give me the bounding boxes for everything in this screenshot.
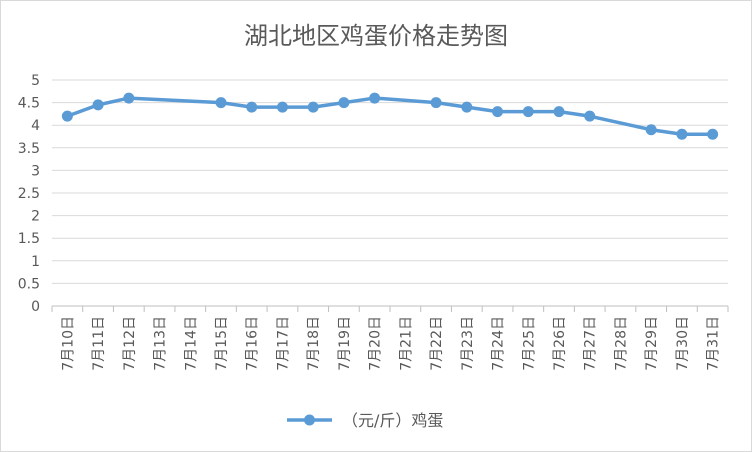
data-point-7: [246, 101, 258, 113]
x-tick-label: 7月13日: [153, 316, 169, 371]
chart-title: 湖北地区鸡蛋价格走势图: [244, 22, 508, 50]
x-tick-label: 7月20日: [368, 316, 384, 371]
series-line: [65, 96, 715, 136]
x-tick-label: 7月26日: [552, 316, 568, 371]
y-axis-tick-labels: 0 0.5 1 1.5 2 2.5 3 3.5 4 4.5 5: [18, 73, 40, 315]
x-axis-tick-labels: 7月10日 7月11日 7月12日 7月13日 7月14日 7月15日 7月16日 7月17日…: [60, 316, 721, 371]
data-point-3: [123, 92, 135, 104]
data-point-11: [369, 92, 381, 104]
data-point-9: [307, 101, 319, 113]
legend-marker-swatch: [304, 414, 315, 426]
x-tick-label: 7月29日: [644, 316, 660, 371]
y-tick-label: 4.5: [18, 96, 40, 112]
y-tick-label: 3: [31, 163, 40, 179]
data-point-17: [553, 106, 565, 118]
data-point-18: [584, 110, 596, 122]
x-tick-label: 7月10日: [60, 316, 76, 371]
legend: （元/斤）鸡蛋: [287, 411, 443, 430]
data-point-1: [61, 110, 73, 122]
data-point-10: [338, 97, 350, 109]
data-point-20: [645, 124, 657, 136]
x-tick-label: 7月18日: [306, 316, 322, 371]
data-point-21: [676, 128, 688, 140]
y-tick-label: 1: [31, 254, 40, 270]
x-tick-label: 7月30日: [675, 316, 691, 371]
data-point-13: [430, 97, 442, 109]
x-tick-label: 7月19日: [337, 316, 353, 371]
data-point-15: [492, 106, 504, 118]
x-tick-label: 7月12日: [122, 316, 138, 371]
y-tick-label: 0: [31, 299, 40, 315]
y-tick-label: 4: [31, 118, 40, 134]
y-tick-label: 5: [31, 73, 40, 89]
y-tick-label: 3.5: [18, 141, 40, 157]
x-tick-label: 7月25日: [521, 316, 537, 371]
x-tick-label: 7月11日: [91, 316, 107, 371]
x-tick-label: 7月16日: [245, 316, 261, 371]
data-point-14: [461, 101, 473, 113]
x-tick-label: 7月21日: [398, 316, 414, 371]
data-point-16: [522, 106, 534, 118]
grid-layer: [51, 79, 729, 312]
data-point-22: [707, 128, 719, 140]
x-tick-label: 7月15日: [214, 316, 230, 371]
y-tick-label: 1.5: [18, 231, 40, 247]
data-point-6: [215, 97, 227, 109]
data-point-2: [92, 99, 104, 111]
x-tick-label: 7月31日: [706, 316, 722, 371]
data-point-8: [276, 101, 288, 113]
x-tick-label: 7月24日: [491, 316, 507, 371]
x-tick-label: 7月22日: [429, 316, 445, 371]
y-tick-label: 2: [31, 209, 40, 225]
y-tick-label: 0.5: [18, 276, 40, 292]
x-tick-label: 7月14日: [183, 316, 199, 371]
x-tick-label: 7月28日: [613, 316, 629, 371]
series-layer: [61, 92, 719, 140]
legend-label: （元/斤）鸡蛋: [342, 411, 443, 430]
x-tick-label: 7月27日: [583, 316, 599, 371]
y-tick-label: 2.5: [18, 186, 40, 202]
x-tick-label: 7月17日: [275, 316, 291, 371]
x-tick-label: 7月23日: [460, 316, 476, 371]
